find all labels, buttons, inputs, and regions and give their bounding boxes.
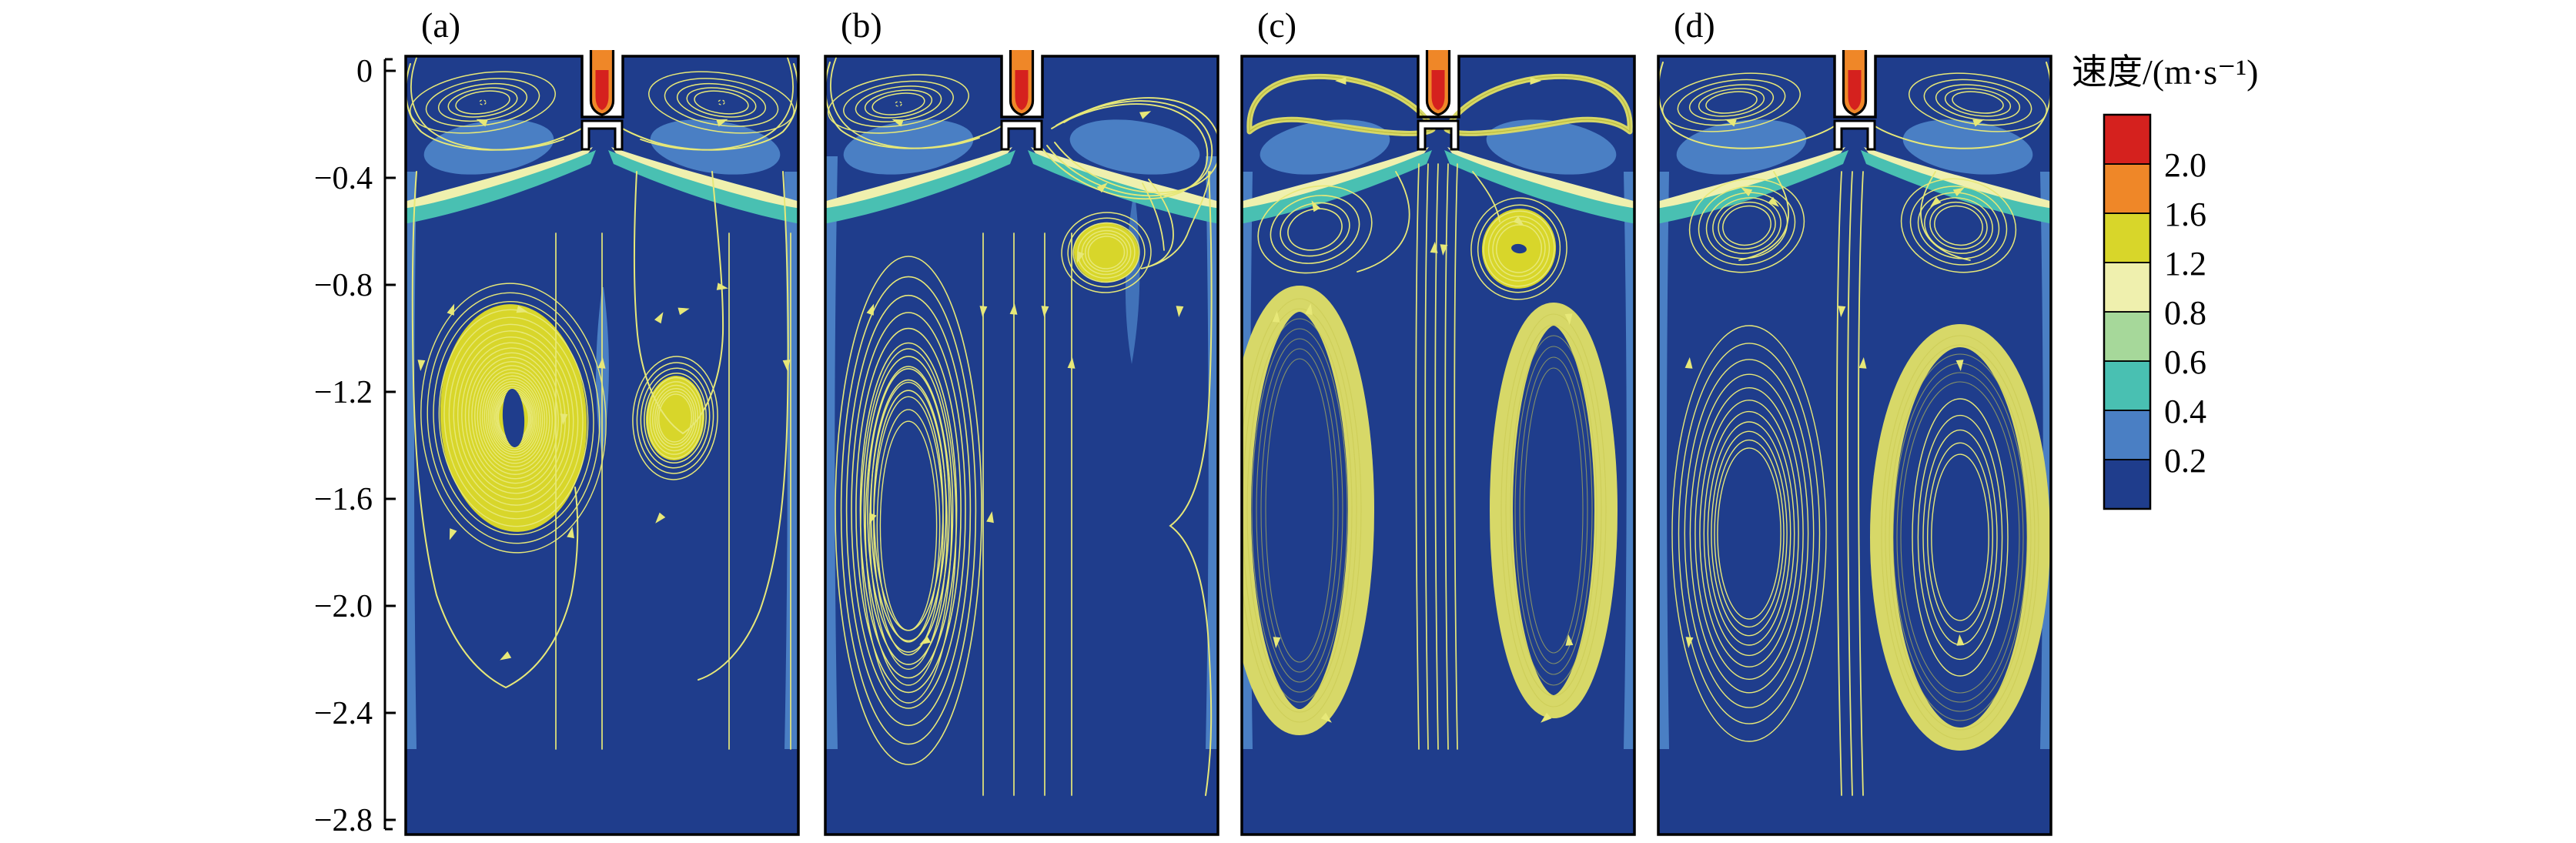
- svg-text:(a): (a): [421, 5, 460, 45]
- svg-text:−1.2: −1.2: [314, 375, 373, 410]
- svg-text:0.8: 0.8: [2164, 294, 2206, 332]
- svg-text:0.6: 0.6: [2164, 343, 2206, 381]
- svg-text:0.4: 0.4: [2164, 393, 2206, 430]
- svg-text:0.2: 0.2: [2164, 442, 2206, 480]
- svg-text:−0.4: −0.4: [314, 161, 373, 196]
- svg-text:−0.8: −0.8: [314, 268, 373, 303]
- svg-text:1.6: 1.6: [2164, 196, 2206, 233]
- svg-text:速度/(m·s⁻¹): 速度/(m·s⁻¹): [2072, 52, 2259, 92]
- svg-text:−2.0: −2.0: [314, 589, 373, 624]
- svg-text:0: 0: [356, 54, 373, 89]
- svg-text:(c): (c): [1257, 5, 1296, 45]
- svg-text:1.2: 1.2: [2164, 245, 2206, 283]
- svg-text:2.0: 2.0: [2164, 146, 2206, 184]
- svg-text:(d): (d): [1674, 5, 1715, 45]
- svg-text:(b): (b): [841, 5, 882, 45]
- svg-text:−2.8: −2.8: [314, 803, 373, 838]
- svg-text:−1.6: −1.6: [314, 482, 373, 517]
- svg-text:−2.4: −2.4: [314, 696, 373, 731]
